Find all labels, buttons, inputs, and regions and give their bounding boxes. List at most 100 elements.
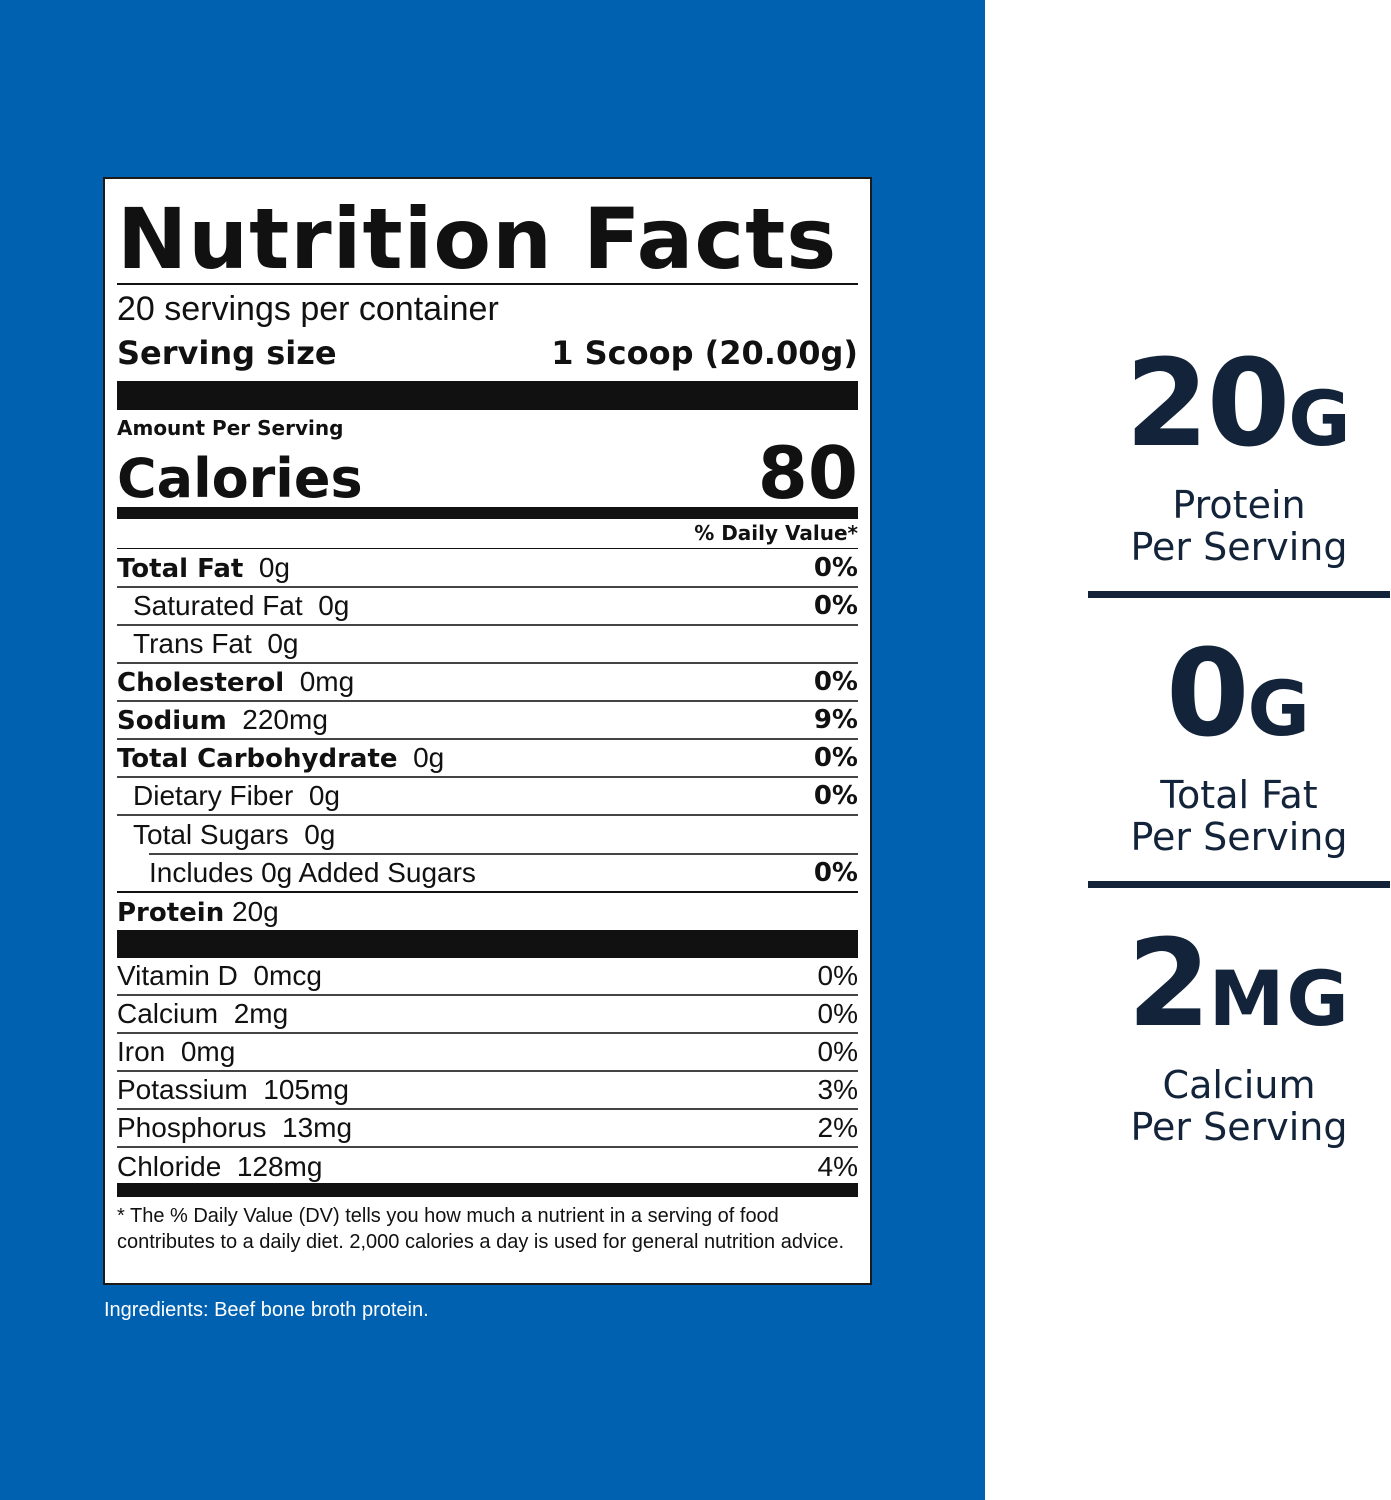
nutrition-facts-label: Nutrition Facts 20 servings per containe… [103, 177, 872, 1285]
vitamin-amount: 0mg [180, 1036, 236, 1067]
vitamin-row-chloride: Chloride 128mg 4% [117, 1148, 858, 1186]
nutrient-amount: 0g [318, 590, 350, 621]
medium-divider [117, 1183, 858, 1197]
vitamin-dv: 3% [817, 1074, 858, 1105]
vitamin-amount: 105mg [263, 1074, 349, 1105]
nutrient-row-cholesterol: Cholesterol 0mg 0% [117, 664, 858, 702]
amount-per-serving: Amount Per Serving [117, 416, 344, 440]
nutrient-row-saturated-fat: Saturated Fat 0g 0% [117, 588, 858, 626]
thick-divider [117, 381, 858, 410]
highlight-total-fat: 0G Total Fat Per Serving [1088, 630, 1390, 859]
nutrient-dv: 0% [813, 781, 858, 811]
nutrient-name: Protein [117, 898, 225, 928]
nutrient-name: Total Carbohydrate [117, 744, 398, 774]
nutrient-amount: 20g [232, 896, 279, 927]
daily-value-footnote: * The % Daily Value (DV) tells you how m… [117, 1205, 845, 1253]
nutrient-amount: 0g [258, 552, 291, 583]
nutrient-row-added-sugars: Includes 0g Added Sugars 0% [117, 854, 858, 892]
vitamin-row-phosphorus: Phosphorus 13mg 2% [117, 1110, 858, 1148]
servings-per-container: 20 servings per container [117, 290, 499, 328]
nutrient-name: Saturated Fat [133, 590, 303, 621]
label-title: Nutrition Facts [117, 190, 838, 288]
nutrient-dv: 0% [813, 553, 858, 583]
nutrient-amount: 0g [267, 628, 299, 659]
highlight-unit: G [1247, 664, 1312, 753]
vitamin-row-potassium: Potassium 105mg 3% [117, 1072, 858, 1110]
vitamin-amount: 2mg [233, 998, 289, 1029]
highlight-number: 0 [1166, 625, 1249, 764]
highlight-caption-line2: Per Serving [1130, 525, 1348, 569]
vitamin-name: Iron [117, 1036, 166, 1067]
ingredients-text: Ingredients: Beef bone broth protein. [104, 1299, 429, 1321]
highlight-caption-line2: Per Serving [1130, 815, 1348, 859]
nutrient-name: Sodium [117, 706, 227, 736]
divider [149, 853, 858, 855]
highlight-value: 0G [1088, 630, 1390, 774]
nutrient-name: Cholesterol [117, 668, 285, 698]
nutrient-row-protein: Protein 20g [117, 893, 858, 931]
vitamin-dv: 4% [817, 1151, 858, 1182]
nutrient-name: Dietary Fiber [133, 780, 294, 811]
nutrient-dv: 0% [813, 667, 858, 697]
vitamin-row-vitamin-d: Vitamin D 0mcg 0% [117, 958, 858, 996]
medium-divider [117, 507, 858, 519]
highlight-divider [1088, 591, 1390, 598]
highlight-caption-line1: Protein [1172, 483, 1306, 527]
nutrient-name: Total Fat [117, 554, 244, 584]
nutrient-row-total-fat: Total Fat 0g 0% [117, 550, 858, 588]
vitamin-dv: 2% [817, 1112, 858, 1143]
calories-value: 80 [757, 431, 858, 515]
highlight-number: 20 [1125, 335, 1290, 474]
nutrient-amount: 220mg [242, 704, 328, 735]
highlight-protein: 20G Protein Per Serving [1088, 340, 1390, 569]
divider [117, 548, 858, 549]
divider [117, 891, 858, 893]
vitamin-row-calcium: Calcium 2mg 0% [117, 996, 858, 1034]
highlight-caption-line1: Calcium [1162, 1063, 1316, 1107]
thick-divider [117, 930, 858, 958]
highlight-unit: MG [1208, 954, 1351, 1043]
highlight-number: 2 [1127, 915, 1210, 1054]
vitamin-amount: 13mg [282, 1112, 353, 1143]
highlight-caption-line2: Per Serving [1130, 1105, 1348, 1149]
vitamin-dv: 0% [817, 1036, 858, 1067]
highlight-caption-line1: Total Fat [1160, 773, 1318, 817]
nutrient-row-dietary-fiber: Dietary Fiber 0g 0% [117, 778, 858, 816]
calories-label: Calories [117, 447, 363, 510]
nutrient-name: Includes 0g Added Sugars [149, 857, 476, 888]
vitamin-name: Phosphorus [117, 1112, 267, 1143]
calories-row: Calories 80 [117, 431, 858, 511]
nutrient-name: Trans Fat [133, 628, 252, 659]
vitamin-dv: 0% [817, 998, 858, 1029]
serving-size-row: Serving size 1 Scoop (20.00g) [117, 333, 858, 373]
nutrient-row-total-carbohydrate: Total Carbohydrate 0g 0% [117, 740, 858, 778]
vitamin-name: Calcium [117, 998, 219, 1029]
vitamin-dv: 0% [817, 960, 858, 991]
highlight-calcium: 2MG Calcium Per Serving [1088, 920, 1390, 1149]
highlight-value: 2MG [1088, 920, 1390, 1064]
serving-size-label: Serving size [117, 334, 337, 372]
nutrient-dv: 0% [813, 858, 858, 888]
nutrient-row-sodium: Sodium 220mg 9% [117, 702, 858, 740]
nutrient-dv: 0% [813, 591, 858, 621]
divider [117, 283, 858, 285]
nutrient-row-trans-fat: Trans Fat 0g [117, 626, 858, 664]
vitamin-row-iron: Iron 0mg 0% [117, 1034, 858, 1072]
highlight-divider [1088, 881, 1390, 888]
nutrient-amount: 0g [308, 780, 340, 811]
vitamin-name: Potassium [117, 1074, 248, 1105]
daily-value-header: % Daily Value* [694, 521, 858, 545]
nutrient-dv: 0% [813, 743, 858, 773]
nutrient-amount: 0mg [299, 666, 355, 697]
serving-size-value: 1 Scoop (20.00g) [551, 334, 858, 372]
vitamin-name: Chloride [117, 1151, 222, 1182]
highlight-value: 20G [1088, 340, 1390, 484]
nutrient-amount: 0g [413, 742, 445, 773]
nutrient-dv: 9% [813, 705, 858, 735]
highlight-unit: G [1288, 374, 1353, 463]
nutrient-row-total-sugars: Total Sugars 0g [117, 816, 858, 854]
nutrient-name: Total Sugars [133, 819, 289, 850]
nutrient-amount: 0g [304, 819, 336, 850]
vitamin-amount: 0mcg [253, 960, 322, 991]
vitamin-name: Vitamin D [117, 960, 238, 991]
